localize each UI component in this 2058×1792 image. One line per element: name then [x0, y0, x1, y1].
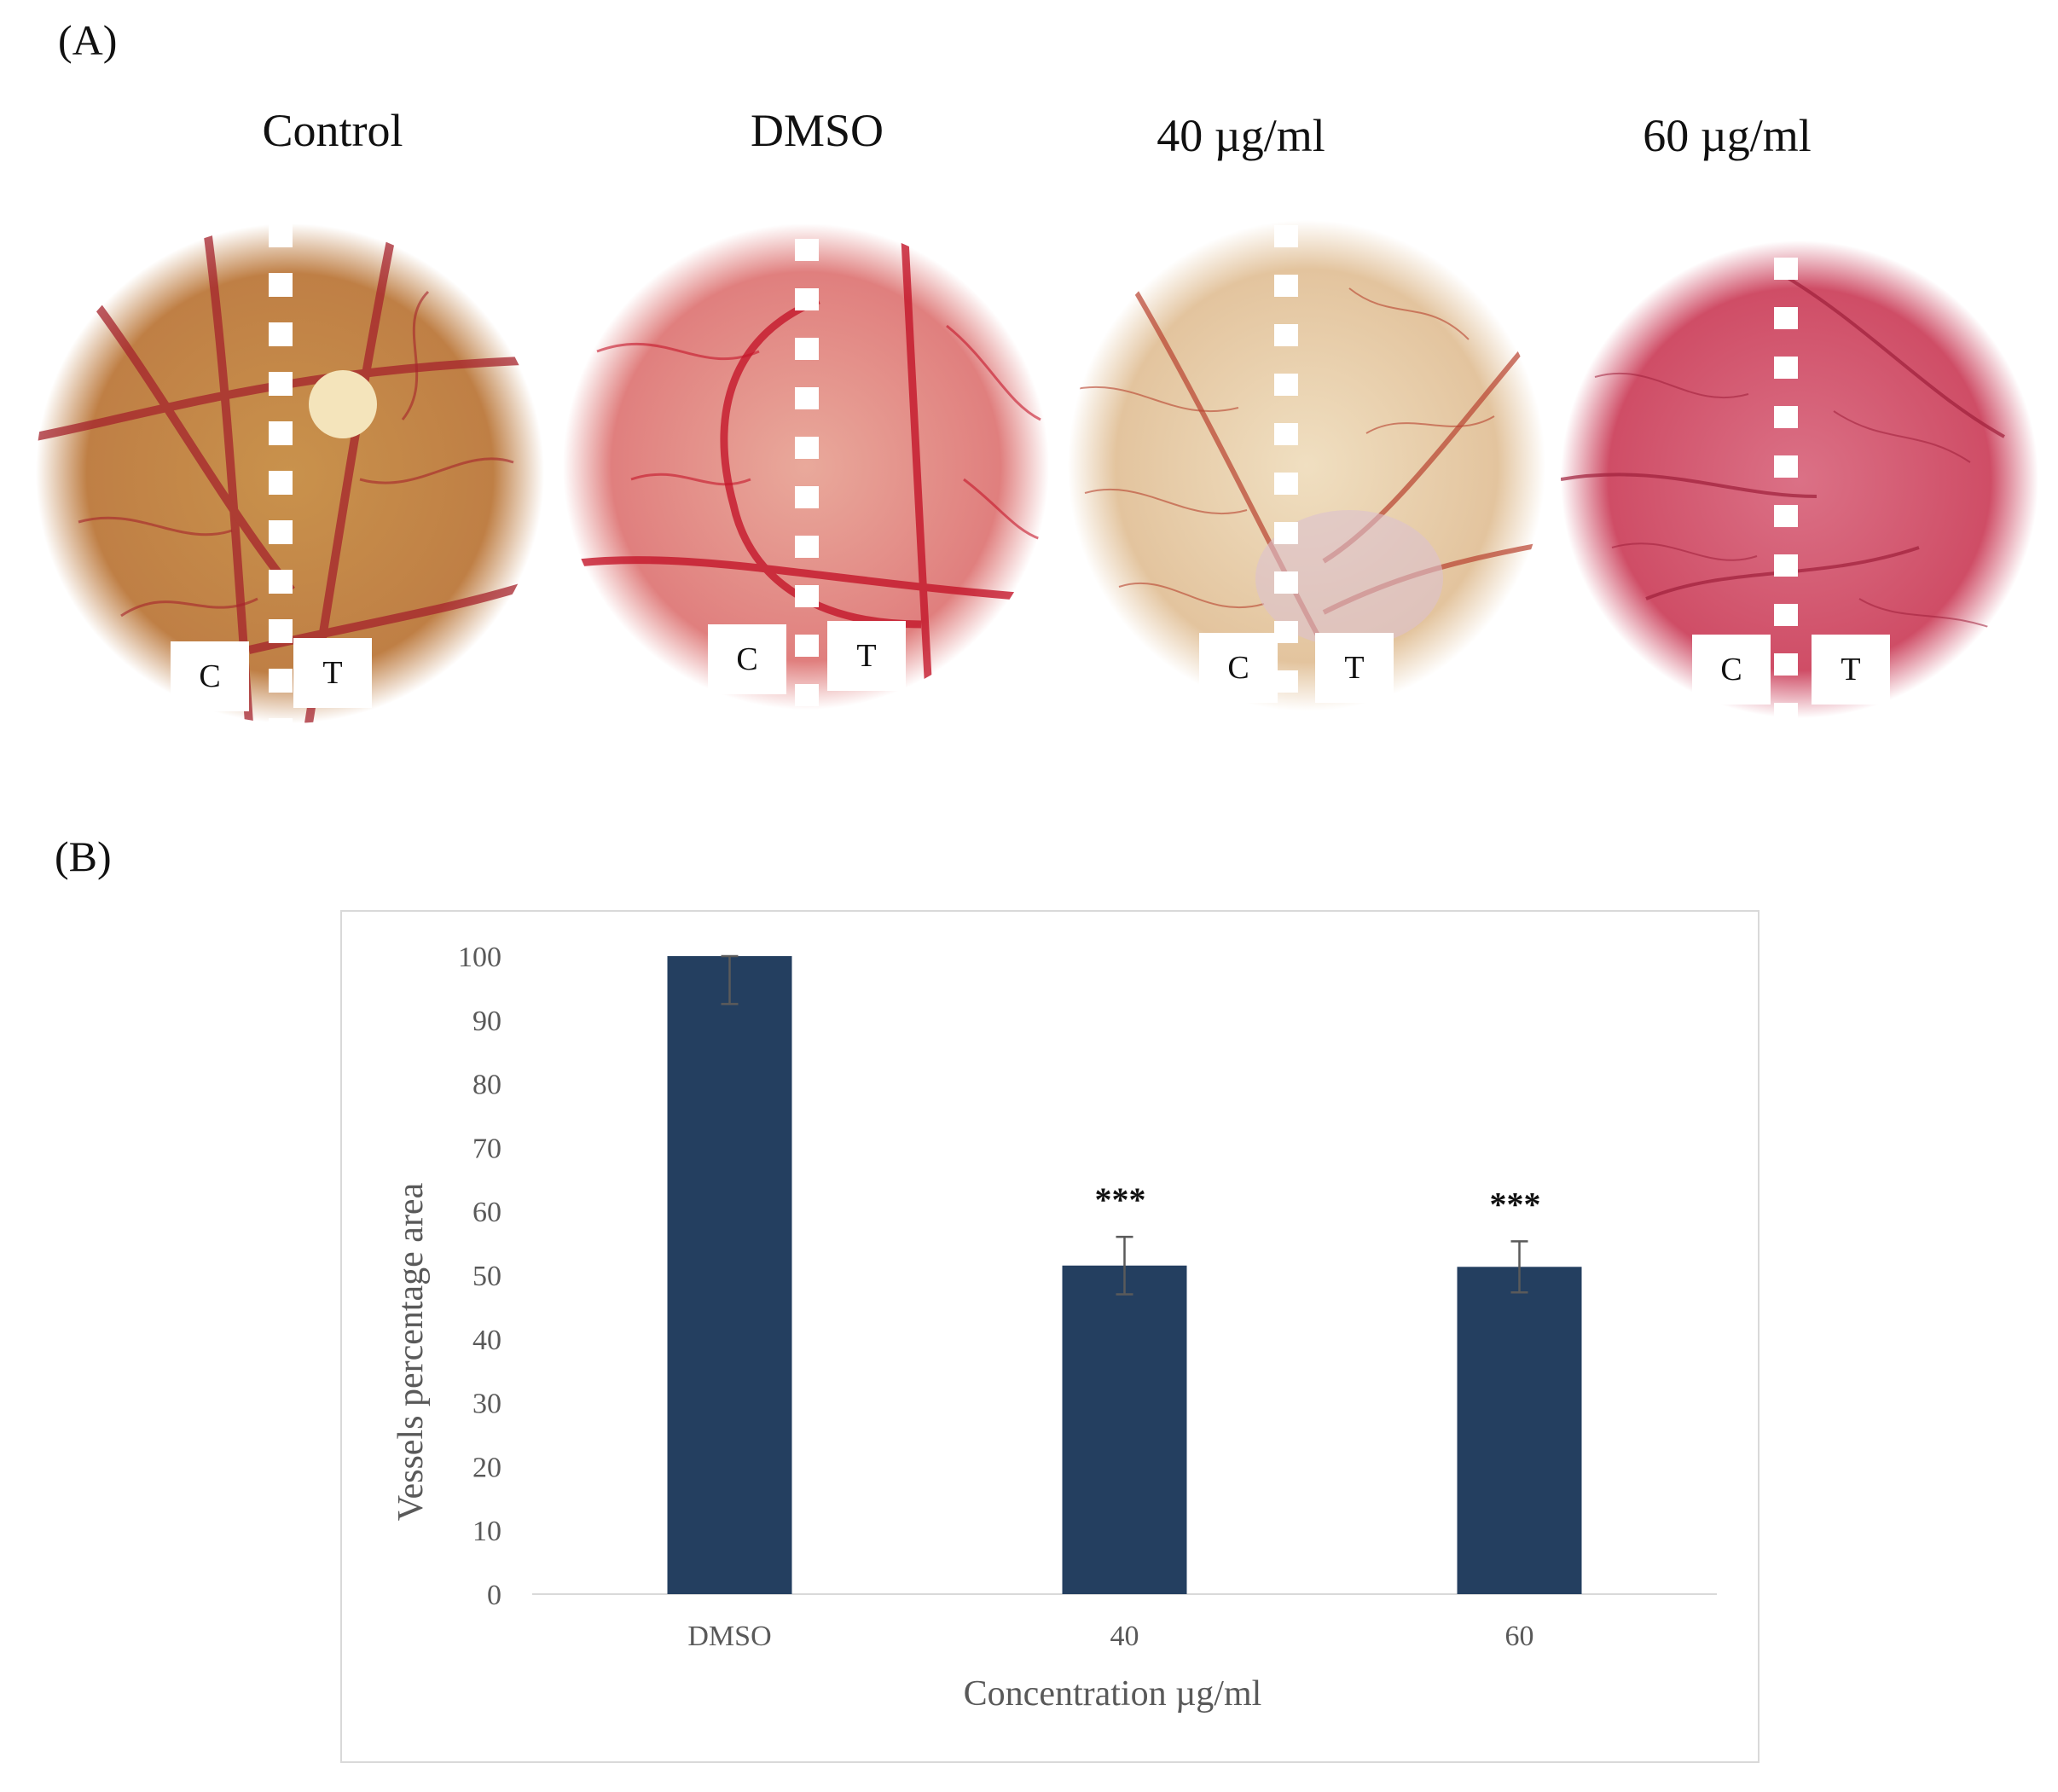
control-marker-t: T — [293, 638, 372, 708]
y-tick-label-30: 30 — [472, 1389, 501, 1420]
photo-title-dmso: DMSO — [750, 105, 884, 156]
bar-60 — [1457, 1267, 1582, 1594]
y-tick-label-70: 70 — [472, 1133, 501, 1164]
y-tick-label-20: 20 — [472, 1452, 501, 1483]
y-tick-label-50: 50 — [472, 1261, 501, 1292]
cam-photo-60: C T — [1561, 241, 2038, 718]
60-marker-t: T — [1812, 635, 1890, 705]
x-tick-label-40: 40 — [1110, 1621, 1139, 1652]
bar-chart: 0 10 20 30 40 50 60 70 80 90 100 DMSO 40 *** 60 *** Conc… — [340, 910, 1759, 1763]
x-tick-label-60: 60 — [1505, 1621, 1534, 1652]
y-axis-title: Vessels percentage area — [391, 1182, 431, 1521]
y-tick-label-60: 60 — [472, 1197, 501, 1228]
photo-title-control: Control — [262, 105, 403, 156]
chart-canvas: 0 10 20 30 40 50 60 70 80 90 100 DMSO 40 *** 60 *** Conc… — [391, 942, 1717, 1714]
y-tick-label-80: 80 — [472, 1070, 501, 1101]
photo-title-60: 60 µg/ml — [1643, 110, 1812, 161]
photo-title-40: 40 µg/ml — [1157, 110, 1325, 161]
40-marker-t: T — [1315, 633, 1394, 703]
dmso-marker-c: C — [708, 624, 786, 694]
y-tick-label-100: 100 — [458, 942, 501, 973]
x-axis-title: Concentration µg/ml — [964, 1674, 1262, 1714]
y-tick-label-0: 0 — [487, 1580, 501, 1611]
cam-photo-control: C T — [36, 223, 544, 723]
40-marker-c: C — [1199, 633, 1278, 703]
y-tick-label-10: 10 — [472, 1516, 501, 1547]
y-tick-label-40: 40 — [472, 1325, 501, 1356]
significance-40: *** — [1095, 1180, 1146, 1219]
panel-b-label: (B) — [55, 832, 112, 880]
panel-a-label: (A) — [58, 16, 118, 64]
control-marker-c: C — [171, 641, 249, 711]
60-marker-c: C — [1692, 635, 1771, 705]
dmso-marker-t: T — [827, 621, 906, 691]
bar-DMSO — [667, 956, 792, 1594]
significance-60: *** — [1490, 1185, 1541, 1223]
cam-photo-40: C T — [1068, 220, 1545, 711]
y-tick-label-90: 90 — [472, 1006, 501, 1037]
bar-40 — [1062, 1265, 1187, 1594]
x-tick-label-DMSO: DMSO — [687, 1621, 771, 1652]
cam-photo-dmso: C T — [563, 223, 1049, 710]
